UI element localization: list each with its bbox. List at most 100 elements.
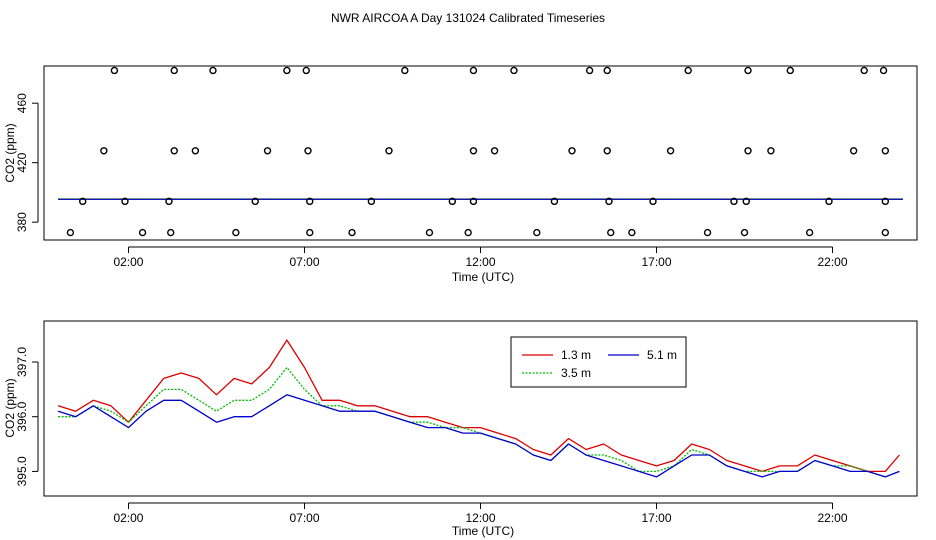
- calibration-point: [605, 197, 613, 206]
- top-x-axis: 02:00 07:00 12:00 17:00 22:00: [113, 246, 848, 269]
- p2-y-tick-label: 396.0: [15, 401, 29, 431]
- calibration-point: [121, 197, 129, 206]
- calibration-point: [767, 147, 775, 155]
- calibration-point: [649, 197, 657, 206]
- legend-label-1-3m: 1.3 m: [561, 348, 591, 362]
- calibration-point: [805, 228, 814, 237]
- bottom-series-line-35m: [58, 366, 900, 478]
- calibration-point: [603, 147, 611, 155]
- calibration-point: [401, 66, 409, 75]
- p1-x-tick-label: 07:00: [289, 255, 319, 269]
- calibration-point: [786, 66, 794, 75]
- calibration-point: [666, 147, 675, 155]
- calibration-point: [100, 147, 108, 155]
- top-panel-calibration-scatter: 02:00 07:00 12:00 17:00 22:00 380 420 460 Time…: [3, 65, 918, 284]
- calibration-point: [469, 147, 478, 155]
- calibration-point: [304, 147, 312, 155]
- calibration-point: [879, 66, 888, 75]
- legend-box: [510, 336, 687, 388]
- calibration-point: [110, 66, 119, 75]
- legend: 1.3 m 3.5 m 5.1 m: [510, 336, 687, 388]
- calibration-point: [469, 197, 478, 206]
- calibration-point: [79, 197, 87, 206]
- calibration-point: [367, 197, 376, 206]
- bottom-plot-frame: [43, 320, 918, 497]
- calibration-point: [550, 197, 559, 206]
- calibration-point: [740, 228, 749, 237]
- calibration-point: [703, 228, 712, 237]
- calibration-point: [170, 66, 178, 75]
- calibration-point: [209, 66, 217, 75]
- calibration-point: [628, 228, 636, 237]
- calibration-point: [510, 66, 518, 75]
- calibration-point: [849, 147, 858, 155]
- bottom-y-axis: 395.0 396.0 397.0: [15, 347, 39, 486]
- calibration-point: [251, 197, 259, 206]
- calibration-point: [167, 228, 175, 237]
- calibration-point: [881, 147, 890, 155]
- p1-x-tick-label: 17:00: [641, 255, 671, 269]
- p2-x-tick-label: 02:00: [113, 511, 143, 525]
- figure-title: NWR AIRCOA A Day 131024 Calibrated Times…: [331, 11, 605, 25]
- bottom-series-line-51m: [57, 394, 900, 478]
- calibration-point: [742, 197, 750, 206]
- calibration-point: [585, 66, 594, 75]
- p1-x-tick-label: 22:00: [818, 255, 848, 269]
- p2-x-tick-label: 17:00: [641, 511, 671, 525]
- bottom-series-group: [57, 339, 900, 478]
- calibration-point: [66, 228, 75, 237]
- legend-label-5-1m: 5.1 m: [647, 348, 677, 362]
- calibration-point: [165, 197, 173, 206]
- calibration-point: [533, 228, 541, 237]
- p2-x-tick-label: 07:00: [289, 511, 319, 525]
- calibration-point: [283, 66, 291, 75]
- top-x-axis-label: Time (UTC): [452, 270, 514, 284]
- calibration-point: [603, 66, 611, 75]
- top-plot-frame: [43, 65, 918, 241]
- calibration-point: [263, 147, 272, 155]
- p1-y-tick-label: 380: [15, 212, 29, 232]
- bottom-x-axis-label: Time (UTC): [452, 524, 514, 538]
- calibration-point: [138, 228, 147, 237]
- top-y-axis: 380 420 460: [15, 93, 39, 232]
- calibration-point: [191, 147, 200, 155]
- calibration-point: [425, 228, 434, 237]
- calibration-point: [881, 228, 890, 237]
- calibration-point: [232, 228, 240, 237]
- p1-x-tick-label: 12:00: [465, 255, 495, 269]
- bottom-series-line-13m: [57, 339, 900, 473]
- p2-x-tick-label: 22:00: [818, 511, 848, 525]
- bottom-x-axis: 02:00 07:00 12:00 17:00 22:00: [113, 502, 848, 525]
- calibration-point: [607, 228, 615, 237]
- legend-label-3-5m: 3.5 m: [561, 366, 591, 380]
- calibration-point: [469, 66, 478, 75]
- top-calibration-points: [66, 66, 890, 237]
- p1-y-tick-label: 420: [15, 152, 29, 172]
- calibration-point: [170, 147, 178, 155]
- top-y-axis-label: CO2 (ppm): [3, 123, 17, 182]
- calibration-point: [744, 66, 752, 75]
- calibration-point: [464, 228, 472, 237]
- calibration-point: [684, 66, 692, 75]
- calibration-point: [306, 228, 314, 237]
- bottom-y-axis-label: CO2 (ppm): [3, 378, 17, 437]
- calibration-point: [302, 66, 310, 75]
- p1-x-tick-label: 02:00: [113, 255, 143, 269]
- bottom-panel-timeseries: 02:00 07:00 12:00 17:00 22:00 395.0 396.0 397.…: [3, 320, 918, 538]
- p2-y-tick-label: 397.0: [15, 347, 29, 377]
- calibration-point: [881, 197, 890, 206]
- p2-y-tick-label: 395.0: [15, 456, 29, 486]
- calibration-point: [568, 147, 576, 155]
- p1-y-tick-label: 460: [15, 93, 29, 113]
- calibration-point: [825, 197, 833, 206]
- calibration-point: [744, 147, 752, 155]
- calibration-point: [490, 147, 499, 155]
- calibration-point: [448, 197, 457, 206]
- p2-x-tick-label: 12:00: [465, 511, 495, 525]
- calibration-point: [306, 197, 314, 206]
- calibration-point: [730, 197, 738, 206]
- calibration-point: [348, 228, 356, 237]
- calibration-point: [860, 66, 868, 75]
- calibration-point: [385, 147, 393, 155]
